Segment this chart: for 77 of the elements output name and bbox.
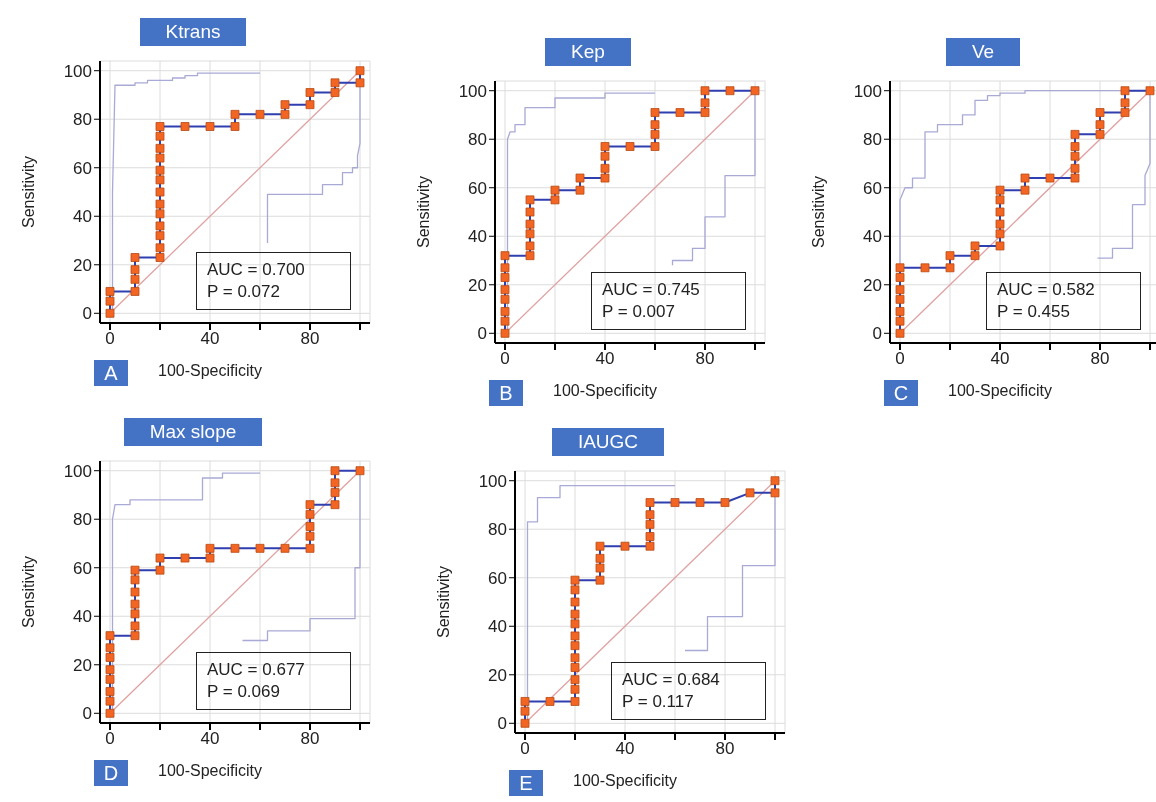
x-tick-label: 40 [615,739,635,759]
y-tick-label: 40 [468,227,487,247]
text: B [489,380,523,406]
y-tick-label: 80 [73,110,92,130]
x-tick-label: 80 [300,729,320,749]
y-tick-label: 100 [478,471,507,491]
text-box: AUC = 0.582 P = 0.455 [986,272,1141,330]
x-tick-label: 0 [895,349,905,369]
chart-title: IAUGC [551,428,665,456]
annotation: AUC = 0.582 [997,279,1096,301]
text: A [94,360,128,386]
chart-title: Kep [545,38,631,66]
y-tick-label: 20 [73,655,92,675]
y-tick-label: 40 [73,607,92,627]
y-tick-label: 20 [468,275,487,295]
annotation: P = 0.069 [207,681,281,703]
y-tick-label: 60 [488,568,507,588]
x-tick-label: 40 [200,729,220,749]
y-tick-label: 20 [73,255,92,275]
annotation: P = 0.072 [207,281,281,303]
y-axis-title: Sensitivity [19,155,37,229]
text: E [509,770,543,796]
x-tick-label: 40 [200,329,220,349]
y-tick-label: 80 [863,130,882,150]
y-tick-label: 60 [73,558,92,578]
y-tick-label: 40 [863,227,882,247]
x-axis-title: 100-Specificity [573,772,678,790]
y-tick-label: 100 [63,461,92,481]
annotation: P = 0.117 [622,691,695,713]
y-axis-title: Sensitivity [19,555,37,629]
text: C [884,380,918,406]
y-tick-label: 0 [82,304,92,324]
x-axis-title: 100-Specificity [948,382,1053,400]
x-axis-title: 100-Specificity [553,382,658,400]
x-tick-label: 80 [1090,349,1110,369]
annotation: P = 0.455 [997,301,1071,323]
chart-title: Ktrans [139,18,247,46]
x-tick-label: 0 [105,729,115,749]
y-tick-label: 80 [488,520,507,540]
y-axis-title: Sensitivity [809,175,827,249]
y-tick-label: 80 [73,510,92,530]
y-tick-label: 100 [458,81,487,101]
y-tick-label: 80 [468,130,487,150]
annotation: AUC = 0.677 [207,659,306,681]
y-axis-title: Sensitivity [434,565,452,639]
y-tick-label: 40 [73,207,92,227]
x-tick-label: 40 [990,349,1010,369]
y-tick-label: 100 [853,81,882,101]
y-tick-label: 60 [863,178,882,198]
y-tick-label: 40 [488,617,507,637]
text-box: AUC = 0.745 P = 0.007 [591,272,746,330]
text: D [94,760,128,786]
x-tick-label: 80 [715,739,735,759]
x-tick-label: 0 [105,329,115,349]
y-tick-label: 60 [73,158,92,178]
y-tick-label: 0 [497,714,507,734]
annotation: AUC = 0.684 [622,669,721,691]
x-axis-title: 100-Specificity [158,762,263,780]
text-box: AUC = 0.684 P = 0.117 [611,662,766,720]
x-tick-label: 40 [595,349,615,369]
y-tick-label: 20 [488,665,507,685]
text-box: AUC = 0.700 P = 0.072 [196,252,351,310]
y-tick-label: 100 [63,61,92,81]
x-tick-label: 80 [695,349,715,369]
x-tick-label: 80 [300,329,320,349]
y-tick-label: 60 [468,178,487,198]
text-box: AUC = 0.677 P = 0.069 [196,652,351,710]
chart-title: Ve [945,38,1021,66]
y-axis-title: Sensitivity [414,175,432,249]
y-tick-label: 0 [82,704,92,724]
chart-title: Max slope [123,418,263,446]
annotation: AUC = 0.745 [602,279,701,301]
x-axis-title: 100-Specificity [158,362,263,380]
annotation: AUC = 0.700 [207,259,306,281]
y-tick-label: 20 [863,275,882,295]
annotation: P = 0.007 [602,301,676,323]
x-tick-label: 0 [520,739,530,759]
